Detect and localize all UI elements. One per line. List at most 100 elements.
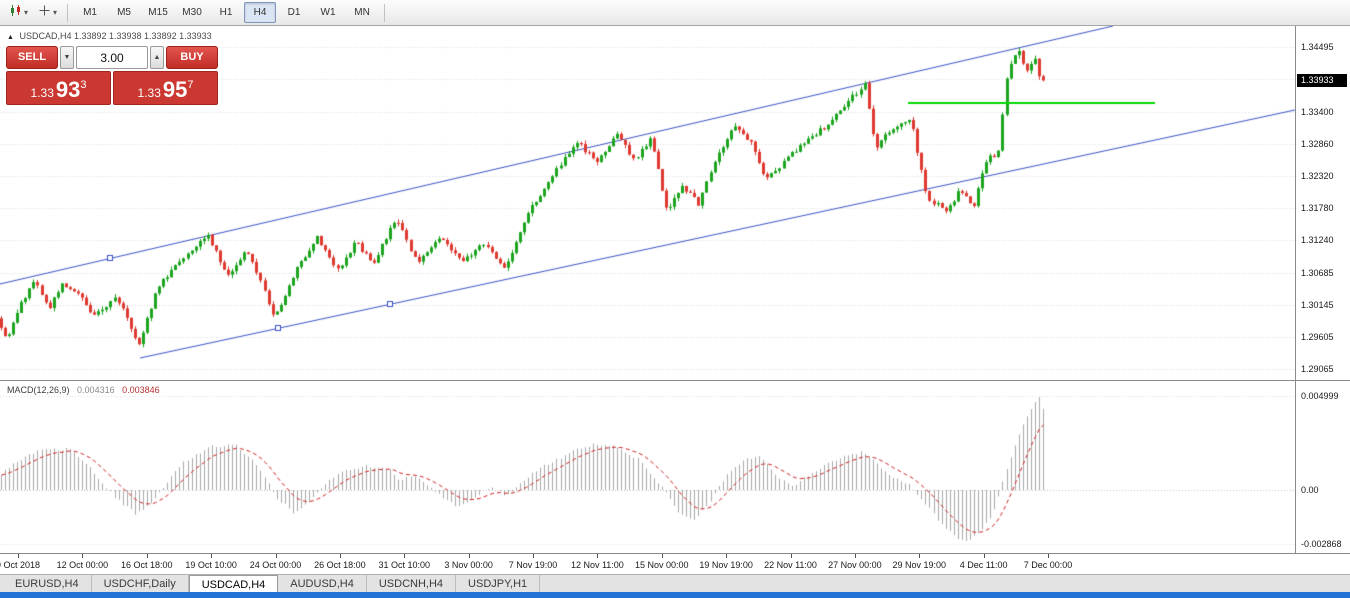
time-axis-tick: [790, 554, 792, 558]
time-axis-tick: [82, 554, 84, 558]
timeframe-w1-button[interactable]: W1: [320, 7, 336, 18]
price-axis-label: 1.31780: [1301, 203, 1334, 213]
time-axis-tick: [533, 554, 534, 558]
chart-type-button[interactable]: ▾: [5, 2, 32, 24]
time-axis-label: 29 Nov 19:00: [892, 560, 947, 570]
timeframe-h1-button[interactable]: H1: [219, 7, 233, 18]
buy-price-box[interactable]: 1.33 95 7: [113, 71, 218, 105]
trade-quotes-row: 1.33 93 3 1.33 95 7: [6, 71, 218, 105]
macd-title: MACD(12,26,9) 0.004316 0.003846: [7, 385, 160, 395]
time-axis-tick: [146, 554, 148, 558]
timeframe-h4-button[interactable]: H4: [244, 2, 277, 23]
time-axis-label: 12 Nov 11:00: [570, 560, 624, 570]
series-up-icon: ▲: [7, 34, 14, 41]
buy-button[interactable]: BUY: [166, 46, 218, 69]
macd-signal-value: 0.003846: [122, 385, 160, 395]
sell-price-prefix: 1.33: [30, 86, 54, 100]
status-strip: [0, 592, 1350, 598]
pane-divider[interactable]: [0, 380, 1350, 381]
time-axis-label: 27 Nov 00:00: [828, 560, 882, 570]
price-axis-label: 1.30685: [1301, 267, 1334, 278]
buy-price-prefix: 1.33: [137, 86, 161, 100]
ohlc-title: ▲ USDCAD,H4 1.33892 1.33938 1.33892 1.33…: [7, 31, 212, 41]
time-axis-label: 7 Nov 19:00: [508, 560, 558, 570]
time-axis-tick: [597, 554, 599, 558]
chart-tab-usdcnh-h4[interactable]: USDCNH,H4: [366, 575, 457, 592]
toolbar: ▾ ▾ M1 M5 M15 M30 H1 H4 D1 W1 MN: [0, 0, 1350, 26]
timeframe-m15-button[interactable]: M15: [148, 7, 168, 18]
time-axis-tick: [468, 554, 470, 558]
volume-decrease-button[interactable]: ▼: [60, 46, 74, 69]
price-axis-label: 1.32320: [1301, 170, 1334, 181]
price-axis-label: 1.32860: [1301, 138, 1334, 149]
time-axis-label: 4 Dec 11:00: [959, 560, 1008, 570]
time-axis-tick: [919, 554, 921, 558]
sell-price-sup: 3: [80, 79, 87, 91]
sell-price-box[interactable]: 1.33 93 3: [6, 71, 111, 105]
time-axis-label: 15 Nov 00:00: [634, 560, 689, 570]
macd-pane: MACD(12,26,9) 0.004316 0.003846 0.004999…: [0, 381, 1350, 553]
macd-name: MACD(12,26,9): [7, 385, 70, 395]
line-studies-button[interactable]: ▾: [34, 2, 61, 24]
time-axis[interactable]: 9 Oct 2018 12 Oct 00:00 16 Oct 18:00 19 Oct…: [0, 553, 1350, 574]
timeframe-m1-button[interactable]: M1: [83, 7, 97, 18]
time-axis-tick: [983, 554, 985, 558]
price-axis-label: 1.29065: [1301, 364, 1334, 374]
time-axis-label: 22 Nov 11:00: [764, 560, 817, 570]
chart-tab-usdchf-daily[interactable]: USDCHF,Daily: [91, 575, 189, 592]
timeframe-d1-button[interactable]: D1: [287, 7, 301, 18]
volume-input[interactable]: [76, 46, 148, 69]
price-axis-label: 1.33400: [1301, 106, 1334, 117]
symbol-period-label: USDCAD,H4: [19, 31, 72, 41]
macd-axis[interactable]: 0.004999 0.00 -0.002868: [1295, 381, 1350, 553]
chart-tab-audusd-h4[interactable]: AUDUSD,H4: [278, 575, 367, 592]
chart-tabs-bar: EURUSD,H4 USDCHF,Daily USDCAD,H4 AUDUSD,H4 U…: [0, 574, 1350, 592]
time-axis-label: 7 Dec 00:00: [1023, 560, 1073, 570]
time-axis-tick: [211, 554, 213, 558]
timeframe-m5-button[interactable]: M5: [117, 7, 131, 18]
time-axis-label: 26 Oct 18:00: [314, 560, 366, 570]
macd-canvas[interactable]: [0, 381, 1295, 553]
sell-button[interactable]: SELL: [6, 46, 58, 69]
chevron-down-icon: ▾: [24, 8, 29, 17]
time-axis-label: 16 Oct 18:00: [120, 560, 173, 570]
toolbar-separator: [384, 3, 386, 22]
time-axis-label: 12 Oct 00:00: [56, 560, 109, 570]
time-axis-tick: [726, 554, 728, 558]
time-axis-label: 3 Nov 00:00: [444, 560, 493, 570]
time-axis-tick: [275, 554, 277, 558]
chart-tab-usdjpy-h1[interactable]: USDJPY,H1: [456, 575, 541, 592]
time-axis-tick: [404, 554, 406, 558]
ohlc-values: 1.33892 1.33938 1.33892 1.33933: [73, 31, 212, 41]
volume-increase-button[interactable]: ▲: [150, 46, 164, 69]
macd-axis-label: -0.002868: [1301, 538, 1342, 549]
macd-value: 0.004316: [77, 385, 115, 395]
time-axis-tick: [854, 554, 856, 558]
sell-price-main: 93: [55, 77, 81, 102]
time-axis-tick: [339, 554, 341, 558]
time-axis-label: 31 Oct 10:00: [378, 560, 431, 570]
time-axis-tick: [18, 554, 19, 558]
time-axis-label: 24 Oct 00:00: [249, 560, 302, 570]
time-axis-label: 19 Nov 19:00: [699, 560, 753, 570]
chart-tab-eurusd-h4[interactable]: EURUSD,H4: [3, 575, 92, 592]
timeframe-toolbar: M1 M5 M15 M30 H1 H4 D1 W1 MN: [73, 2, 379, 23]
chevron-down-icon: ▾: [53, 8, 58, 17]
buy-price-main: 95: [162, 77, 188, 102]
crosshair-icon: [38, 4, 51, 22]
price-axis-label: 1.31240: [1301, 235, 1334, 246]
buy-price-sup: 7: [187, 79, 194, 91]
time-axis-tick: [661, 554, 663, 558]
price-axis[interactable]: 1.33933 1.34495 1.33400 1.32860 1.32320 1.31…: [1295, 26, 1350, 380]
trade-buttons-row: SELL ▼ ▲ BUY: [6, 46, 218, 69]
timeframe-m30-button[interactable]: M30: [182, 7, 202, 18]
price-axis-label: 1.34495: [1301, 42, 1334, 52]
timeframe-mn-button[interactable]: MN: [354, 7, 370, 18]
chart-type-icon: [9, 4, 22, 22]
current-price-badge: 1.33933: [1297, 74, 1347, 88]
chart-tab-usdcad-h4[interactable]: USDCAD,H4: [188, 575, 279, 592]
toolbar-separator: [67, 3, 69, 22]
time-axis-label: 19 Oct 10:00: [185, 560, 237, 570]
one-click-trade-panel: SELL ▼ ▲ BUY 1.33 93 3 1.33 95 7: [6, 46, 218, 105]
